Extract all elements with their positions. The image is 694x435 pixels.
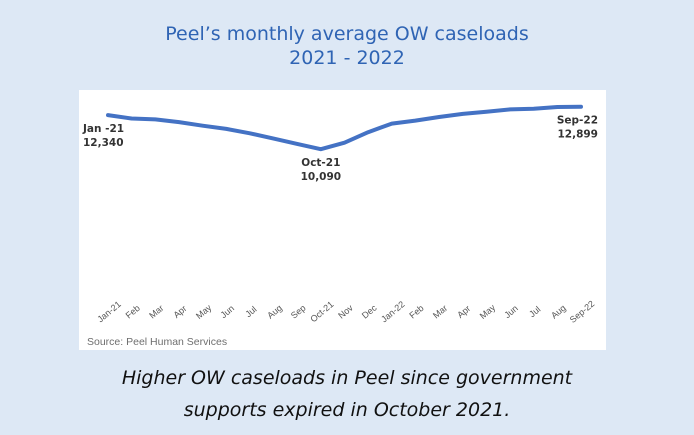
data-point: [366, 130, 370, 134]
data-point: [130, 116, 134, 120]
x-tick-label: Sep-22: [568, 299, 597, 325]
data-point: [579, 105, 583, 109]
data-point: [153, 117, 157, 121]
data-point: [461, 112, 465, 116]
chart-panel: Jan-21 Feb Mar Apr May Jun Jul Aug Sep Oct-21 Nov D…: [79, 90, 606, 350]
x-tick-label: Feb: [407, 303, 425, 321]
x-tick-label: Dec: [360, 302, 379, 320]
x-tick-label: Nov: [336, 302, 355, 320]
caption-line-2: supports expired in October 2021.: [183, 399, 511, 421]
data-point: [177, 120, 181, 124]
data-point: [508, 107, 512, 111]
x-tick-label: Apr: [171, 303, 188, 320]
data-point: [413, 119, 417, 123]
x-tick-label: Jan-22: [379, 299, 407, 324]
data-point: [484, 110, 488, 114]
data-point: [248, 131, 252, 135]
x-tick-label: May: [478, 302, 498, 321]
x-tick-label: Jan-21: [95, 299, 123, 324]
x-tick-label: Jul: [527, 304, 542, 319]
x-tick-label: Aug: [549, 303, 568, 321]
x-tick-label: Jun: [219, 303, 237, 320]
chart-title-line-2: 2021 - 2022: [289, 47, 405, 69]
x-tick-label: May: [194, 302, 214, 321]
caption: Higher OW caseloads in Peel since govern…: [0, 362, 694, 426]
annotation-value: 10,090: [301, 171, 342, 183]
source-note: Source: Peel Human Services: [87, 336, 228, 348]
x-tick-label: Mar: [147, 303, 165, 321]
x-tick-label: Jul: [243, 304, 258, 319]
chart-title: Peel’s monthly average OW caseloads 2021…: [0, 22, 694, 70]
data-point: [390, 122, 394, 126]
data-point: [106, 113, 110, 117]
data-point: [437, 115, 441, 119]
annotation-label: Sep-22: [557, 115, 598, 127]
line-chart: Jan-21 Feb Mar Apr May Jun Jul Aug Sep Oct-21 Nov D…: [82, 104, 598, 325]
x-tick-label: Oct-21: [308, 299, 335, 324]
x-tick-label: Jun: [502, 303, 520, 320]
annotation-value: 12,340: [83, 137, 124, 149]
annotation-label: Oct-21: [301, 157, 340, 169]
x-tick-label: Sep: [289, 303, 308, 321]
annotation-label: Jan -21: [82, 123, 124, 135]
data-point: [319, 147, 323, 151]
data-point: [295, 142, 299, 146]
x-tick-label: Aug: [265, 303, 284, 321]
x-tick-label: Feb: [124, 303, 142, 321]
data-point: [343, 141, 346, 145]
data-point: [272, 137, 276, 141]
data-point: [532, 107, 536, 111]
data-point: [224, 127, 228, 131]
data-point: [555, 105, 559, 109]
x-tick-label: Apr: [455, 303, 472, 320]
annotation-value: 12,899: [557, 129, 598, 141]
caption-line-1: Higher OW caseloads in Peel since govern…: [121, 367, 573, 389]
x-tick-label: Mar: [431, 303, 449, 321]
data-point: [201, 124, 205, 128]
chart-title-line-1: Peel’s monthly average OW caseloads: [165, 23, 529, 45]
